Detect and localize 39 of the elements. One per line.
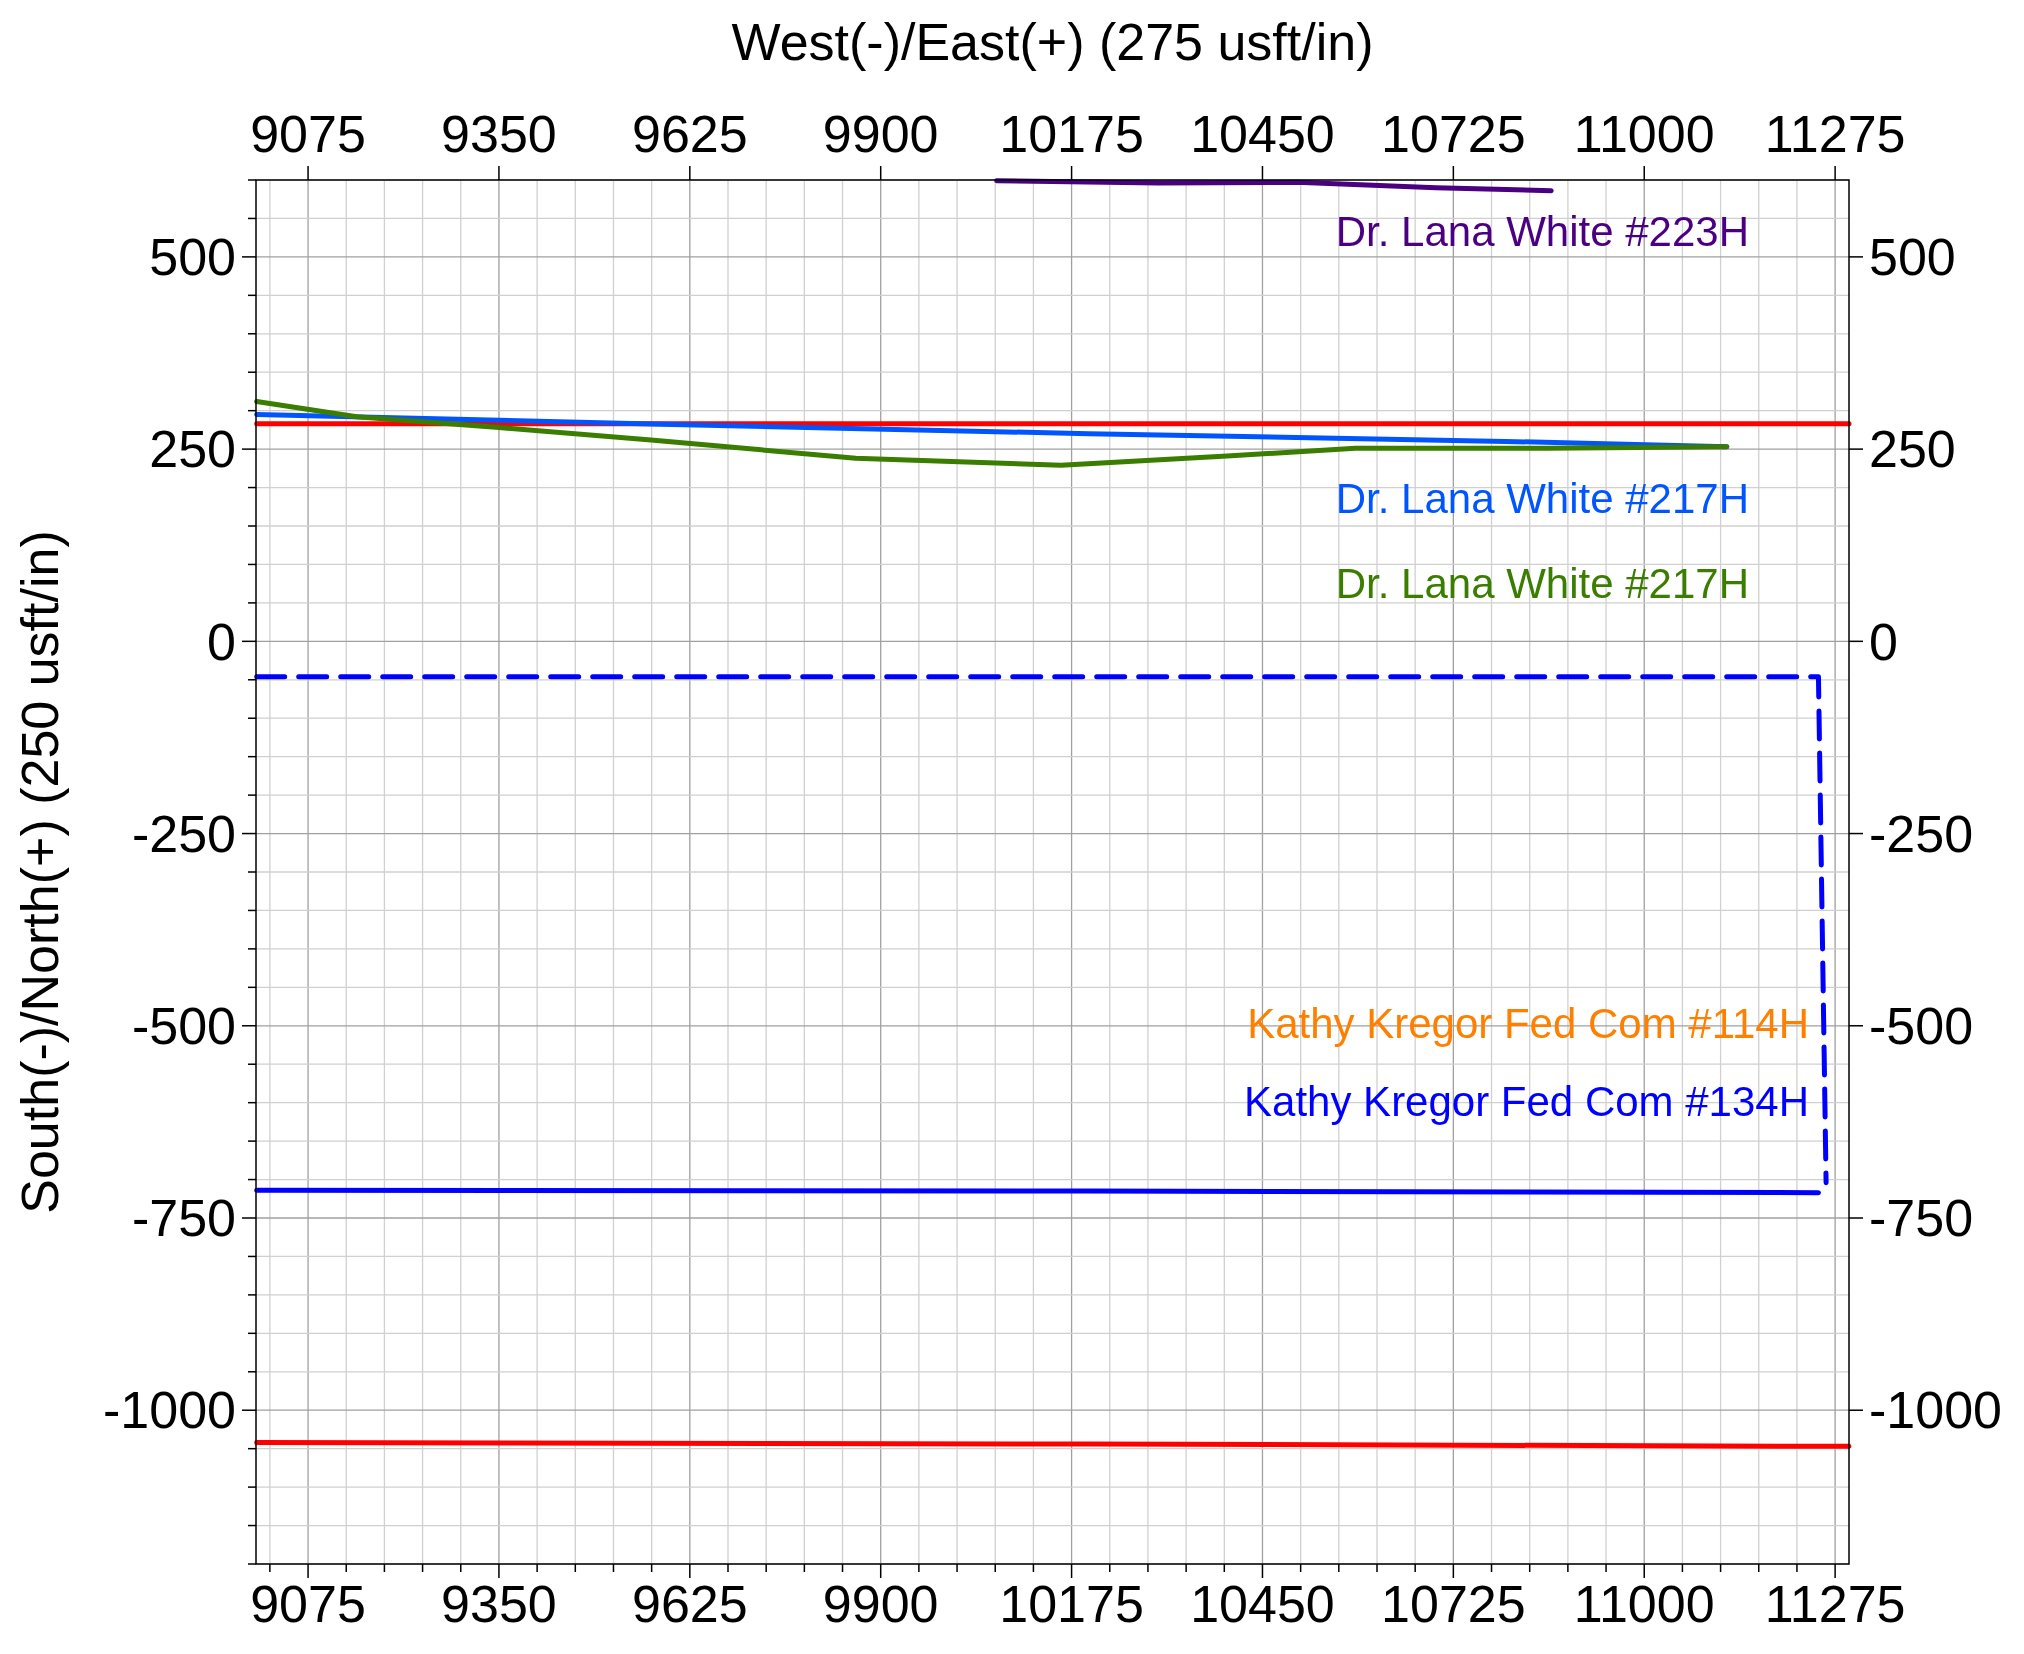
x-tick-label: 9900 [822, 1575, 939, 1633]
y-tick-label: 500 [149, 228, 236, 287]
text: Dr. Lana White #217H [1335, 560, 1749, 607]
x-tick-label: 10725 [1381, 1575, 1526, 1633]
x-tick-label: 10450 [1190, 1575, 1335, 1633]
x-tick-label: 9350 [441, 1575, 557, 1633]
y-tick-label: 0 [207, 612, 236, 671]
x-tick-label: 10175 [999, 1575, 1144, 1633]
y-tick-label: -500 [131, 996, 236, 1055]
x2-tick-label: 10175 [999, 105, 1144, 163]
y2-tick-label: 500 [1869, 228, 1956, 287]
y2-tick-label: 0 [1869, 612, 1898, 671]
y-tick-label: 250 [149, 420, 236, 479]
x2-tick-label: 9900 [822, 105, 939, 163]
y2-tick-label: -500 [1869, 996, 1974, 1055]
x-tick-label: 9625 [631, 1575, 748, 1633]
series-label: Dr. Lana White #223H [1335, 208, 1749, 255]
y2-tick-label: 250 [1869, 420, 1956, 479]
y2-tick-label: -250 [1869, 804, 1974, 863]
x2-tick-label: 10725 [1381, 105, 1526, 163]
x-tick-label: 11000 [1573, 1575, 1715, 1633]
x2-tick-label: 11275 [1764, 105, 1906, 163]
x-tick-label: 9075 [250, 1575, 366, 1633]
y2-tick-label: -1000 [1869, 1381, 2002, 1440]
x2-tick-label: 11000 [1573, 105, 1715, 163]
series-label: Dr. Lana White #217H [1335, 475, 1749, 522]
y-tick-label: -750 [131, 1189, 236, 1248]
y-tick-label: -250 [131, 804, 236, 863]
x2-tick-label: 9075 [250, 105, 366, 163]
series-label: Kathy Kregor Fed Com #134H [1244, 1078, 1809, 1125]
x-tick-label: 11275 [1764, 1575, 1906, 1633]
x2-tick-label: 9350 [441, 105, 557, 163]
x2-axis-title: West(-)/East(+) (275 usft/in) [731, 13, 1374, 71]
y-tick-label: -1000 [103, 1381, 236, 1440]
x2-tick-label: 10450 [1190, 105, 1335, 163]
y-axis-title: South(-)/North(+) (250 usft/in) [11, 530, 69, 1214]
x2-tick-label: 9625 [631, 105, 748, 163]
y2-tick-label: -750 [1869, 1189, 1974, 1248]
legend-label: Kathy Kregor Fed Com #114H [1247, 1000, 1809, 1047]
